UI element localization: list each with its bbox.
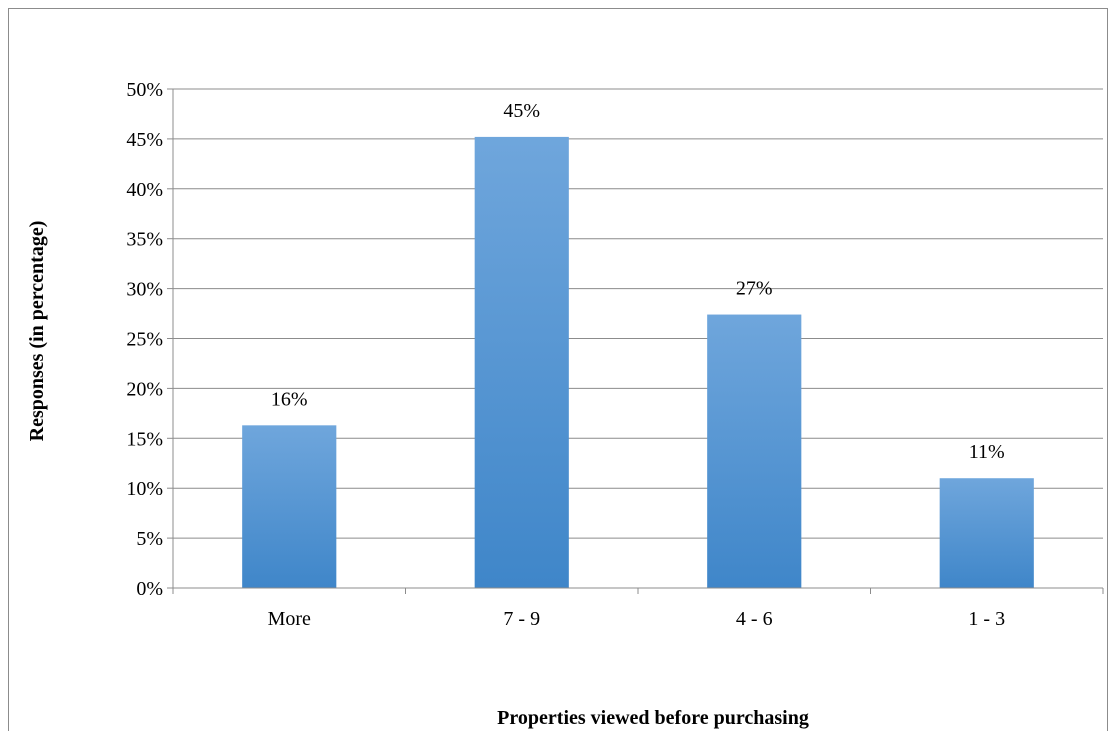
bar — [707, 314, 802, 588]
x-tick-label: 4 - 6 — [736, 608, 773, 630]
bars — [242, 136, 1034, 588]
chart-frame: 0% 5% 10% 15% 20% 25% 30% 35% 40% 45% 50% 16% More 45… — [8, 8, 1108, 731]
y-tick-label: 35% — [126, 229, 163, 251]
y-axis-title: Responses (in percentage) — [26, 221, 48, 442]
y-tick-label: 45% — [126, 129, 163, 151]
bar — [242, 425, 337, 588]
x-tick-label: 1 - 3 — [968, 608, 1005, 630]
y-tick-label: 40% — [126, 179, 163, 201]
y-tick-label: 15% — [126, 428, 163, 450]
x-tick-label: More — [268, 608, 311, 630]
x-axis-title: Properties viewed before purchasing — [497, 707, 809, 729]
bar — [939, 478, 1034, 588]
bar-chart: 0% 5% 10% 15% 20% 25% 30% 35% 40% 45% 50% 16% More 45… — [26, 79, 1104, 729]
data-label: 11% — [969, 441, 1005, 463]
y-tick-label: 25% — [126, 329, 163, 351]
data-label: 27% — [736, 278, 773, 300]
y-tick-label: 5% — [136, 528, 163, 550]
y-tick-label: 10% — [126, 478, 163, 500]
axes — [167, 88, 1104, 594]
data-label: 16% — [271, 388, 308, 410]
y-tick-label: 0% — [136, 578, 163, 600]
labels: 0% 5% 10% 15% 20% 25% 30% 35% 40% 45% 50% 16% More 45… — [126, 79, 1005, 630]
y-tick-label: 20% — [126, 378, 163, 400]
bar — [474, 136, 569, 588]
data-label: 45% — [503, 100, 540, 122]
y-tick-label: 50% — [126, 79, 163, 101]
x-tick-label: 7 - 9 — [503, 608, 540, 630]
y-tick-label: 30% — [126, 279, 163, 301]
